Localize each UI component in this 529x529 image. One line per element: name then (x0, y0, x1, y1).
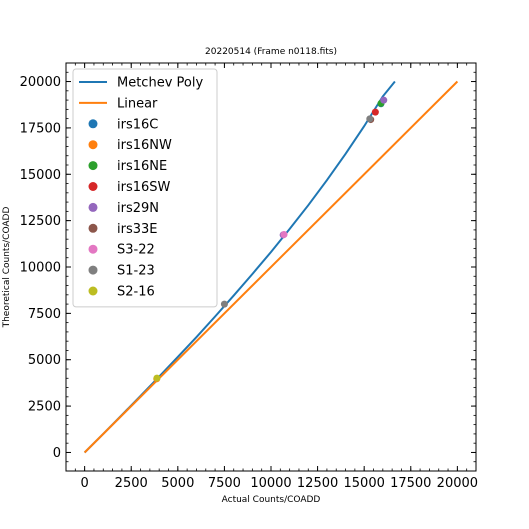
legend-marker-irs16ne (88, 161, 98, 171)
legend-marker-s1-23 (88, 265, 98, 275)
line-linear (83, 80, 459, 454)
legend-marker-irs16c (88, 119, 98, 129)
legend-marker-irs33e (88, 223, 98, 233)
legend-marker-irs16sw (88, 182, 98, 191)
x-tick-label: 2500 (115, 476, 148, 491)
x-tick-label: 7500 (208, 476, 241, 491)
y-axis-label: Theoretical Counts/COADD (2, 207, 12, 329)
y-tick-label: 15000 (20, 168, 61, 183)
point-s1-23 (366, 115, 374, 123)
legend: Metchev Poly Linear irs16C irs16NW irs16NE ir… (72, 68, 218, 308)
legend-label-irs33e: irs33E (117, 222, 158, 237)
legend-marker-s2-16 (88, 286, 98, 296)
legend-label-linear: Linear (117, 96, 158, 111)
legend-marker-irs16nw (88, 140, 98, 150)
y-tick-label: 20000 (20, 75, 61, 90)
legend-label-irs16ne: irs16NE (117, 159, 167, 174)
plot-lines (83, 80, 459, 454)
y-tick-label: 7500 (28, 307, 61, 322)
point-s3-22 (280, 231, 288, 239)
y-tick-label: 10000 (20, 261, 61, 276)
legend-label-irs16c: irs16C (117, 117, 158, 132)
x-tick-label: 12500 (297, 476, 338, 491)
legend-label-irs29n: irs29N (117, 201, 159, 216)
axes: 0 2500 5000 7500 10000 12500 15000 17500 20000 0 2… (20, 62, 478, 491)
plot-points (153, 96, 388, 383)
legend-label-metchev-poly: Metchev Poly (117, 76, 203, 91)
x-tick-label: 0 (80, 476, 88, 491)
legend-label-irs16nw: irs16NW (117, 138, 172, 153)
x-tick-label: 10000 (250, 476, 291, 491)
legend-label-s2-16: S2-16 (117, 285, 155, 300)
legend-marker-s3-22 (88, 244, 98, 254)
data-point (220, 300, 228, 308)
legend-label-s3-22: S3-22 (117, 243, 155, 258)
x-tick-label: 15000 (344, 476, 385, 491)
legend-box (72, 68, 218, 308)
y-tick-label: 2500 (28, 400, 61, 415)
y-tick-label: 5000 (28, 353, 61, 368)
point-s2-16 (153, 374, 161, 382)
legend-label-s1-23: S1-23 (117, 264, 155, 279)
x-tick-label: 17500 (390, 476, 431, 491)
x-axis-label: Actual Counts/COADD (222, 495, 321, 505)
legend-marker-irs29n (88, 202, 98, 212)
point-irs29n (380, 96, 388, 104)
x-tick-label: 20000 (437, 476, 478, 491)
x-tick-label: 5000 (161, 476, 194, 491)
y-tick-label: 12500 (20, 214, 61, 229)
legend-label-irs16sw: irs16SW (117, 180, 171, 195)
point-irs16sw (371, 108, 379, 116)
y-tick-label: 0 (53, 446, 61, 461)
y-tick-label: 17500 (20, 121, 61, 136)
chart-title: 20220514 (Frame n0118.fits) (205, 47, 337, 57)
